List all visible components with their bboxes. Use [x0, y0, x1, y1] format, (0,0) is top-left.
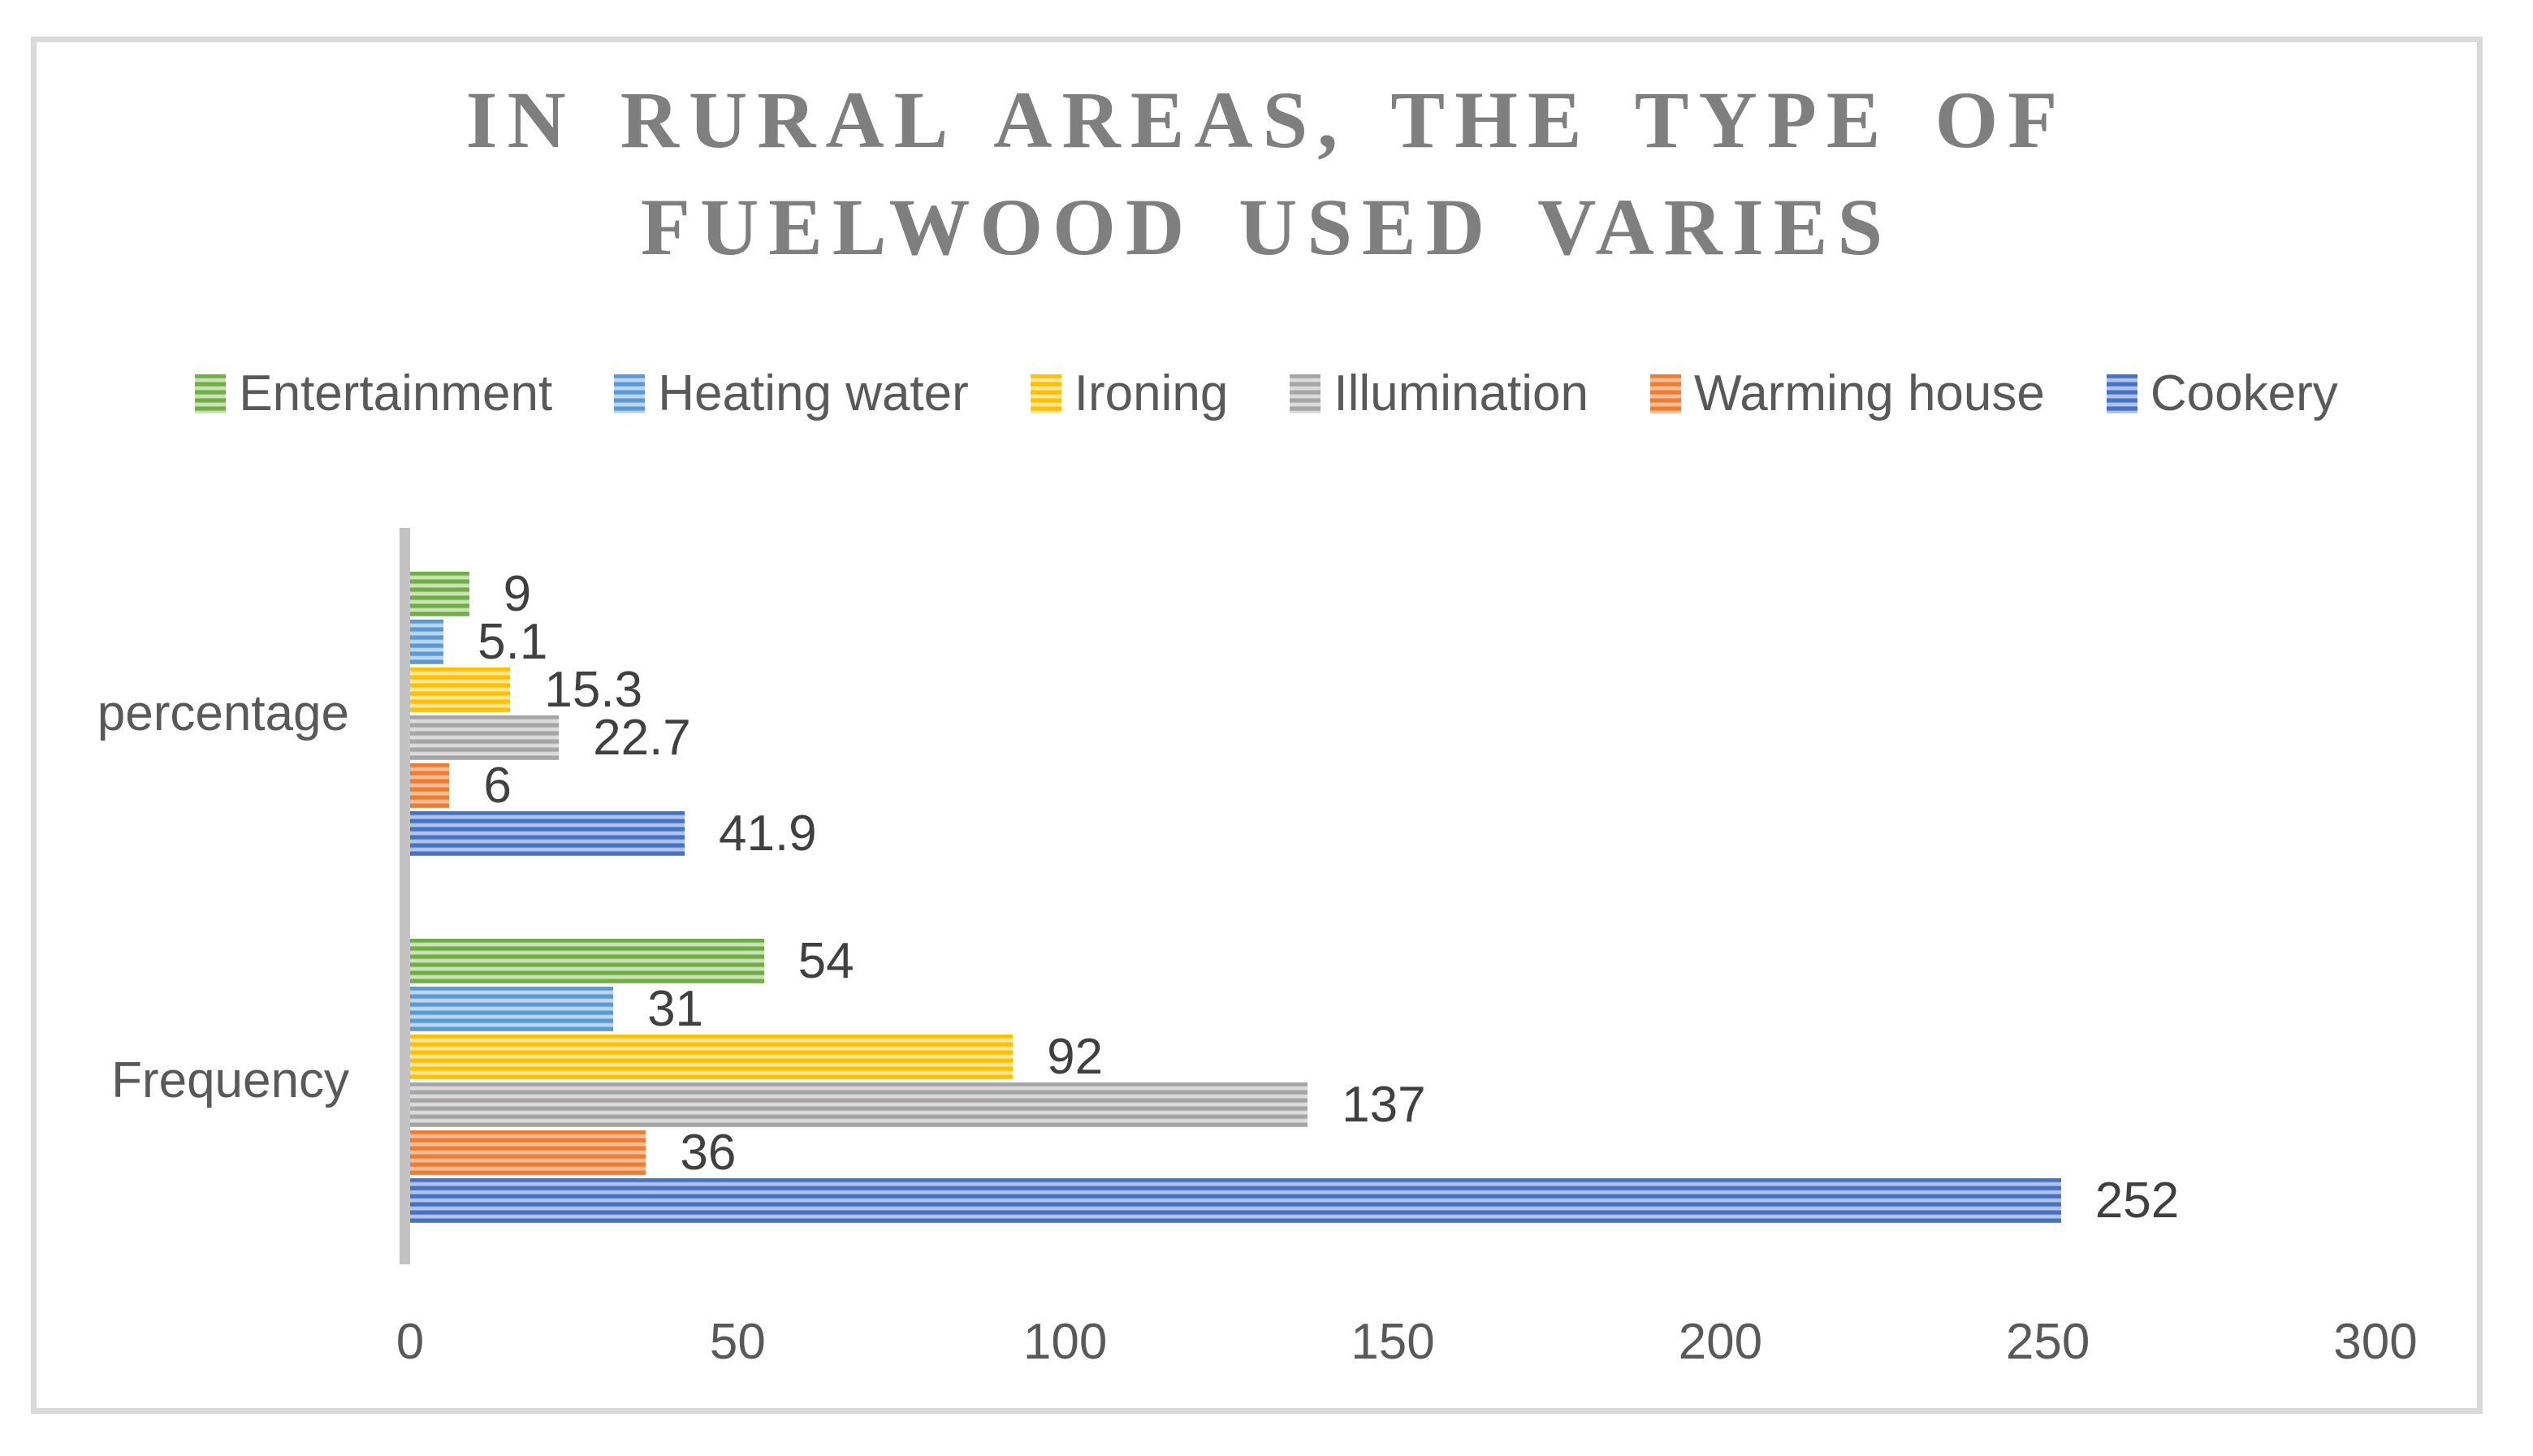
x-axis-tick: 50 — [709, 1314, 766, 1370]
legend-label: Illumination — [1333, 365, 1589, 421]
legend-item-warming-house: Warming house — [1649, 365, 2045, 421]
bar-row-percentage-cookery: 41.9 — [410, 805, 2375, 862]
legend-label: Heating water — [658, 365, 969, 421]
data-label: 15.3 — [544, 661, 643, 718]
x-axis-tick: 0 — [396, 1314, 425, 1370]
legend-swatch-icon — [195, 374, 227, 413]
bar-row-frequency-cookery: 252 — [410, 1172, 2375, 1229]
bar — [410, 715, 560, 760]
data-label: 252 — [2094, 1172, 2180, 1229]
bar-row-frequency-entertainment: 54 — [410, 935, 2375, 986]
bar-row-percentage-ironing: 15.3 — [410, 661, 2375, 718]
bar — [410, 987, 614, 1031]
legend-swatch-icon — [2106, 374, 2137, 413]
data-label: 137 — [1342, 1076, 1426, 1133]
legend-swatch-icon — [1030, 374, 1061, 413]
legend-label: Warming house — [1693, 365, 2045, 421]
legend-label: Entertainment — [239, 365, 553, 421]
legend-item-ironing: Ironing — [1030, 365, 1229, 421]
x-axis-tick: 200 — [1678, 1314, 1763, 1370]
category-label: percentage — [97, 685, 349, 741]
bar — [410, 620, 444, 664]
data-label: 36 — [680, 1124, 737, 1181]
data-label: 22.7 — [593, 709, 691, 766]
legend-item-entertainment: Entertainment — [195, 369, 552, 419]
chart-title: IN RURAL AREAS, THE TYPE OF FUELWOOD USE… — [465, 75, 2068, 272]
bar — [410, 811, 685, 856]
x-axis-tick: 250 — [2005, 1314, 2090, 1370]
bar-row-frequency-heating-water: 31 — [410, 983, 2375, 1034]
data-label: 41.9 — [718, 805, 817, 862]
data-label: 54 — [798, 932, 854, 989]
bar — [410, 572, 469, 616]
bar — [410, 1035, 1014, 1079]
category-label: Frequency — [111, 1052, 349, 1108]
legend-swatch-icon — [1290, 374, 1321, 413]
legend-item-heating-water: Heating water — [614, 369, 969, 419]
data-label: 5.1 — [478, 613, 548, 670]
x-axis-tick: 100 — [1022, 1314, 1108, 1370]
bar-row-frequency-ironing: 92 — [410, 1028, 2375, 1085]
plot-area: 9 5.1 15.3 22.7 6 41.9 54 31 92 137 36 252 — [400, 528, 2375, 1264]
data-label: 31 — [647, 980, 704, 1037]
bar — [410, 668, 511, 712]
bar — [410, 1178, 2061, 1223]
category-group-percentage: 9 5.1 15.3 22.7 6 41.9 — [410, 530, 2375, 897]
bar-row-percentage-warming-house: 6 — [410, 757, 2375, 814]
category-group-frequency: 54 31 92 137 36 252 — [410, 897, 2375, 1264]
x-axis-tick-labels: 0 50 100 150 200 250 300 — [396, 1314, 2418, 1374]
data-label: 9 — [503, 565, 532, 622]
legend-swatch-icon — [614, 374, 646, 413]
legend-label: Ironing — [1074, 365, 1229, 421]
bar — [410, 763, 450, 808]
data-label: 92 — [1047, 1028, 1104, 1085]
bar — [410, 939, 764, 983]
data-label: 6 — [483, 757, 512, 814]
bar-row-percentage-heating-water: 5.1 — [410, 616, 2375, 667]
bar-row-frequency-warming-house: 36 — [410, 1124, 2375, 1181]
legend-item-cookery: Cookery — [2106, 365, 2338, 421]
bar-row-percentage-entertainment: 9 — [410, 568, 2375, 619]
bar-row-percentage-illumination: 22.7 — [410, 709, 2375, 766]
bar — [410, 1082, 1308, 1127]
category-axis-line — [400, 528, 410, 1264]
bar — [410, 1130, 646, 1175]
bar-row-frequency-illumination: 137 — [410, 1076, 2375, 1133]
legend-item-illumination: Illumination — [1290, 369, 1589, 419]
legend: Entertainment Heating water Ironing Illumin… — [57, 361, 2476, 426]
x-axis-tick: 150 — [1351, 1314, 1435, 1370]
legend-label: Cookery — [2150, 365, 2338, 421]
x-axis-tick: 300 — [2333, 1314, 2418, 1370]
legend-swatch-icon — [1649, 374, 1681, 413]
